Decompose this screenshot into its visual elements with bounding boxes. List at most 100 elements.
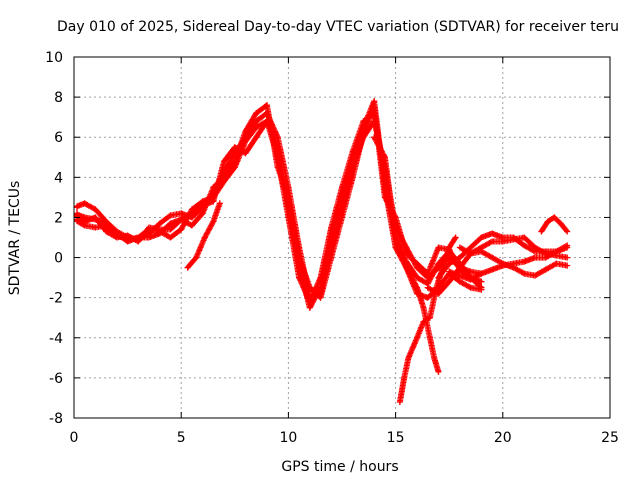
data-point: [92, 206, 99, 213]
data-point: [167, 234, 174, 241]
y-tick-label: -2: [49, 291, 63, 307]
data-point: [178, 216, 185, 223]
y-axis-label: SDTVAR / TECUs: [7, 181, 23, 296]
data-point: [124, 232, 131, 239]
y-tick-label: -4: [49, 331, 63, 347]
data-point: [431, 354, 438, 361]
data-point: [510, 236, 517, 243]
data-point: [81, 200, 88, 207]
data-point: [478, 248, 485, 255]
data-point: [521, 258, 528, 265]
data-point: [420, 304, 427, 311]
data-point: [242, 150, 249, 157]
y-tick-label: 6: [54, 130, 63, 146]
data-point: [557, 220, 564, 227]
x-tick-label: 20: [494, 430, 512, 446]
data-point: [564, 242, 571, 249]
data-point: [253, 124, 260, 131]
data-point: [188, 210, 195, 217]
data-point: [371, 104, 378, 111]
chart-title: Day 010 of 2025, Sidereal Day-to-day VTE…: [57, 19, 619, 35]
data-point: [467, 284, 474, 291]
data-point: [113, 234, 120, 241]
data-point: [435, 260, 442, 267]
data-point: [199, 210, 206, 217]
data-point: [193, 254, 200, 261]
data-point: [424, 270, 431, 277]
data-point: [306, 298, 313, 305]
data-point: [452, 234, 459, 241]
x-axis-label: GPS time / hours: [281, 459, 398, 475]
data-point: [456, 264, 463, 271]
data-point: [467, 250, 474, 257]
data-point: [478, 270, 485, 277]
data-point: [467, 244, 474, 251]
data-point: [414, 274, 421, 281]
data-point: [521, 242, 528, 249]
data-points: [74, 98, 571, 405]
data-point: [274, 164, 281, 171]
data-point: [285, 194, 292, 201]
data-point: [156, 220, 163, 227]
data-point: [435, 244, 442, 251]
y-tick-label: 4: [54, 170, 63, 186]
data-point: [521, 270, 528, 277]
data-point: [478, 234, 485, 241]
data-point: [339, 184, 345, 191]
data-point: [178, 210, 185, 217]
data-point: [81, 218, 88, 225]
data-point: [371, 134, 378, 141]
data-point: [328, 254, 335, 261]
data-point: [178, 226, 185, 233]
data-point: [339, 214, 345, 221]
data-point: [231, 158, 238, 165]
y-tick-label: 0: [54, 251, 63, 267]
data-point: [409, 344, 416, 351]
data-point: [184, 264, 191, 271]
data-point: [210, 218, 217, 225]
data-point: [553, 248, 560, 255]
grid: [74, 57, 610, 418]
data-point: [263, 102, 270, 109]
data-point: [553, 260, 560, 267]
data-point: [296, 254, 303, 261]
data-point: [221, 174, 228, 181]
data-point: [446, 268, 453, 275]
data-point: [531, 254, 538, 261]
data-point: [317, 274, 324, 281]
data-point: [242, 128, 249, 135]
data-point: [456, 254, 463, 261]
data-point: [456, 244, 463, 251]
data-point: [424, 294, 431, 301]
data-point: [420, 318, 427, 325]
data-point: [349, 174, 356, 181]
data-point: [531, 244, 538, 251]
data-point: [349, 148, 356, 155]
data-point: [489, 238, 496, 245]
data-point: [446, 278, 453, 285]
data-point: [478, 278, 485, 285]
data-point: [201, 234, 208, 241]
data-point: [510, 260, 517, 267]
y-tick-label: 10: [45, 50, 63, 66]
data-point: [531, 272, 538, 279]
data-point: [564, 254, 571, 261]
data-point: [156, 226, 163, 233]
data-point: [426, 314, 433, 321]
series-track-d: [74, 102, 485, 301]
data-point: [167, 220, 174, 227]
x-tick-label: 0: [70, 430, 79, 446]
series-track-i: [456, 234, 571, 261]
data-point: [403, 264, 410, 271]
x-tick-label: 25: [601, 430, 619, 446]
x-tick-label: 10: [279, 430, 297, 446]
data-point: [446, 260, 453, 267]
data-point: [446, 244, 453, 251]
data-point: [306, 284, 313, 291]
axis-ticks: 0 5 10 15 20 25 -8 -6 -4 -2 0 2 4 6 8 10: [45, 50, 619, 446]
data-point: [167, 212, 174, 219]
data-point: [253, 110, 260, 117]
data-point: [405, 354, 412, 361]
data-point: [426, 334, 433, 341]
